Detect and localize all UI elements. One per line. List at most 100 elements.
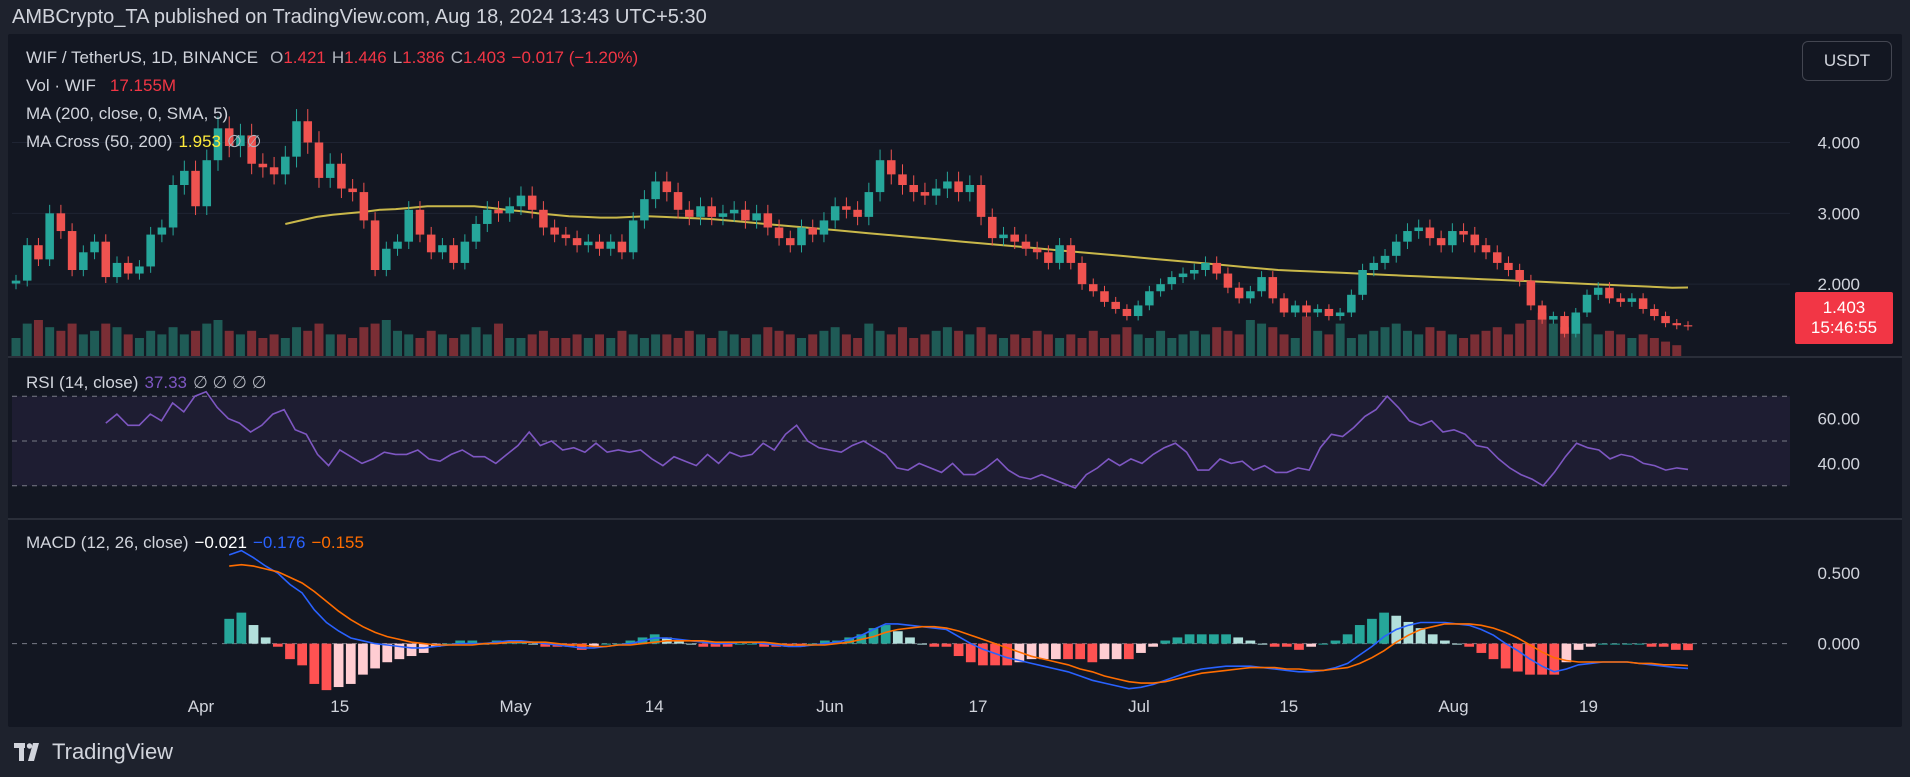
volume-bar — [1616, 334, 1626, 356]
macross-tail: ∅ ∅ — [227, 132, 262, 151]
volume-bar — [202, 323, 212, 356]
volume-bar — [1582, 323, 1592, 356]
macd-histogram-bar — [321, 643, 332, 691]
macd-signal-line — [229, 563, 1689, 684]
volume-bar — [1178, 334, 1188, 356]
volume-bar — [1638, 334, 1648, 356]
volume-bar — [1380, 327, 1390, 356]
volume-bar — [505, 338, 515, 356]
currency-button[interactable]: USDT — [1802, 41, 1892, 81]
volume-bar — [1313, 330, 1323, 356]
volume-bar — [1268, 327, 1278, 356]
rsi-legend[interactable]: RSI (14, close) 37.33 ∅ ∅ ∅ ∅ — [26, 373, 266, 393]
chart-frame[interactable] — [8, 34, 1902, 727]
macd-histogram-bar — [1415, 628, 1426, 644]
candle-body — [1347, 294, 1356, 313]
macd-histogram-bar — [1354, 625, 1365, 644]
macd-histogram-bar — [807, 643, 818, 645]
candle-body — [1369, 262, 1379, 270]
volume-bar — [1537, 312, 1547, 356]
volume-bar — [325, 334, 335, 356]
candle-body — [842, 206, 851, 210]
volume-bar — [1223, 330, 1233, 356]
volume-bar — [1391, 323, 1401, 356]
candle-body — [887, 160, 896, 175]
volume-bar — [381, 320, 391, 356]
candle-body — [707, 206, 716, 217]
candle-body — [1313, 308, 1322, 313]
volume-bar — [393, 330, 403, 356]
volume-bar — [931, 330, 941, 356]
candle-body — [662, 181, 672, 193]
candle-body — [22, 245, 32, 281]
macd-histogram-bar — [309, 643, 320, 684]
macd-histogram-bar — [467, 640, 478, 644]
macd-label: MACD (12, 26, close) — [26, 533, 189, 552]
volume-bar — [191, 330, 201, 356]
macd-histogram-bar — [686, 643, 697, 645]
macd-histogram-bar — [528, 643, 538, 645]
macd-line-value: −0.176 — [252, 533, 306, 552]
macd-histogram-bar — [540, 643, 551, 647]
candle-body — [146, 234, 155, 267]
time-tick-label: Jun — [816, 697, 843, 716]
volume-bar — [841, 334, 851, 356]
tradingview-logo[interactable]: TradingView — [14, 739, 173, 765]
candle-body — [426, 234, 436, 253]
volume-bar — [718, 330, 728, 356]
candle-body — [853, 209, 862, 217]
symbol-legend[interactable]: WIF / TetherUS, 1D, BINANCE O 1.421 H 1.44… — [26, 48, 638, 68]
volume-bar — [707, 338, 717, 356]
macd-histogram-bar — [1683, 643, 1693, 651]
macd-histogram-bar — [1452, 643, 1462, 645]
volume-bar — [808, 334, 818, 356]
candle-body — [696, 206, 705, 217]
volume-bar — [157, 334, 167, 356]
candle-body — [1189, 270, 1199, 274]
macd-histogram-bar — [978, 643, 988, 666]
volume-bar — [336, 334, 346, 356]
volume-value: 17.155M — [109, 76, 177, 95]
candle-body — [1324, 308, 1334, 317]
candle-body — [584, 241, 593, 246]
candle-body — [1459, 231, 1468, 235]
volume-bar — [112, 327, 122, 356]
volume-bar — [134, 338, 144, 356]
macd-histogram-bar — [1561, 643, 1572, 663]
macd-histogram-bar — [1598, 643, 1608, 645]
volume-bar — [561, 338, 571, 356]
close-value: 1.403 — [462, 48, 506, 67]
candle-body — [112, 262, 122, 278]
ma200-path — [285, 205, 1689, 289]
candle-body — [1481, 245, 1491, 253]
volume-bar — [1088, 330, 1098, 356]
candle-body — [1504, 262, 1513, 270]
rsi-pane — [12, 390, 1790, 489]
macd-legend[interactable]: MACD (12, 26, close) −0.021 −0.176 −0.15… — [26, 533, 364, 553]
volume-bar — [920, 334, 930, 356]
open-value: 1.421 — [283, 48, 326, 67]
volume-legend[interactable]: Vol · WIF 17.155M — [26, 76, 176, 96]
candle-body — [1470, 234, 1480, 246]
symbol-title[interactable]: WIF / TetherUS, 1D, BINANCE — [26, 48, 259, 67]
candle-body — [438, 245, 447, 253]
macd-histogram-bar — [747, 643, 757, 645]
volume-bar — [752, 334, 762, 356]
rsi-tick-label: 40.00 — [1817, 454, 1860, 473]
macross-legend[interactable]: MA Cross (50, 200) 1.953 ∅ ∅ — [26, 132, 261, 152]
candle-body — [101, 241, 111, 278]
macd-histogram-bar — [1488, 643, 1499, 660]
candle-body — [123, 262, 133, 274]
volume-bar — [348, 338, 358, 356]
candle-body — [1492, 252, 1502, 263]
candle-body — [898, 174, 907, 185]
candle-body — [965, 185, 975, 193]
rsi-tail: ∅ ∅ ∅ ∅ — [192, 373, 267, 392]
candle-body — [1212, 262, 1221, 274]
volume-bar — [875, 330, 885, 356]
candle-body — [819, 220, 829, 235]
volume-bar — [179, 334, 189, 356]
ma-legend[interactable]: MA (200, close, 0, SMA, 5) — [26, 104, 228, 124]
volume-bar — [954, 330, 964, 356]
